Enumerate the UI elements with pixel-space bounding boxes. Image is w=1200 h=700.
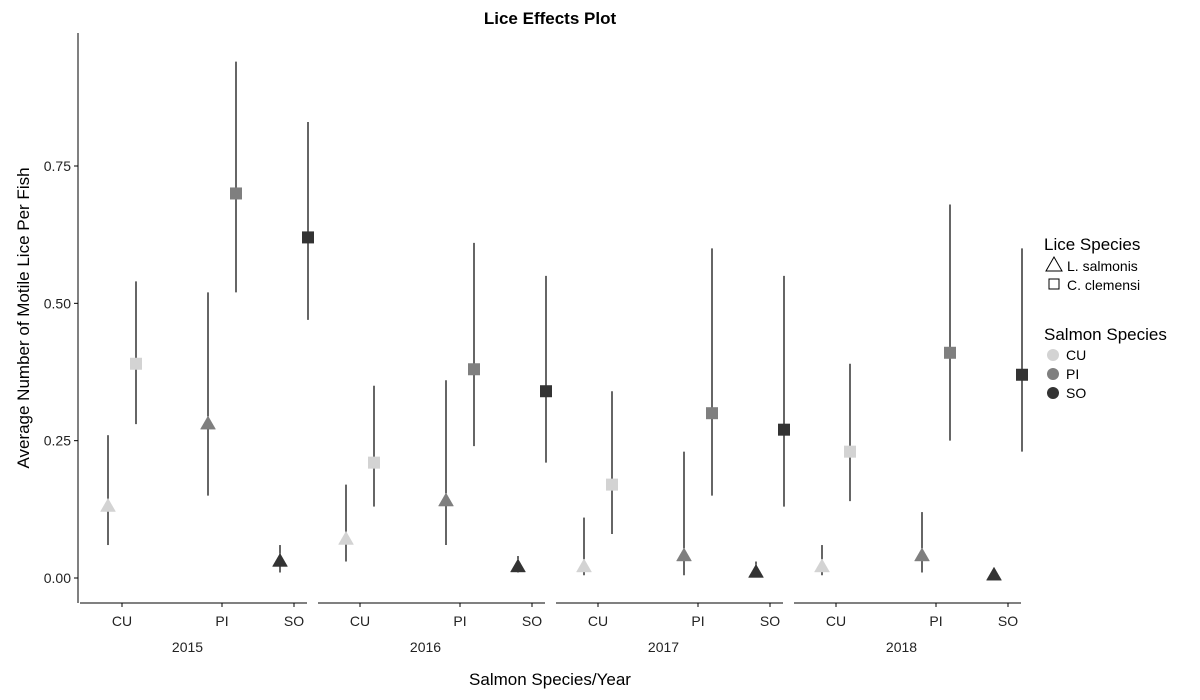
legend-salmon-label: PI	[1066, 366, 1079, 382]
x-tick-label-so: SO	[998, 613, 1018, 629]
legend-square-icon	[1048, 278, 1060, 290]
legend-circle-icon-pi	[1047, 368, 1059, 380]
square-point-pi-2015	[230, 187, 242, 200]
year-label-2016: 2016	[410, 639, 441, 655]
triangle-point-pi-2018	[914, 547, 930, 562]
x-tick-label-cu: CU	[112, 613, 132, 629]
square-point-so-2015	[302, 231, 314, 244]
triangle-point-so-2018	[986, 566, 1002, 581]
x-tick-label-cu: CU	[588, 613, 608, 629]
plot-area: 0.00 0.25 0.50 0.75 CU PI SO 2015 CU PI SO 2016 CU PI…	[44, 33, 1028, 655]
triangle-point-cu-2017	[576, 558, 592, 573]
y-tick-label: 0.50	[44, 295, 71, 311]
legend-salmon-label: SO	[1066, 385, 1086, 401]
chart-title: Lice Effects Plot	[484, 9, 617, 28]
x-axis-label: Salmon Species/Year	[469, 670, 631, 689]
square-point-so-2017	[778, 423, 790, 436]
legend-triangle-icon	[1045, 255, 1063, 272]
square-point-cu-2017	[606, 478, 618, 491]
triangle-point-so-2015	[272, 552, 288, 567]
x-tick-label-cu: CU	[826, 613, 846, 629]
y-tick-label: 0.25	[44, 433, 71, 449]
year-label-2018: 2018	[886, 639, 917, 655]
year-label-2015: 2015	[172, 639, 203, 655]
x-tick-label-pi: PI	[453, 613, 466, 629]
triangle-point-so-2016	[510, 558, 526, 573]
y-tick-label: 0.75	[44, 158, 71, 174]
x-tick-label-pi: PI	[929, 613, 942, 629]
y-tick-label: 0.00	[44, 570, 71, 586]
square-point-so-2018	[1016, 368, 1028, 381]
x-tick-label-so: SO	[760, 613, 780, 629]
square-point-cu-2016	[368, 456, 380, 469]
x-tick-label-pi: PI	[215, 613, 228, 629]
y-axis-label: Average Number of Motile Lice Per Fish	[14, 167, 33, 468]
legend-lice-label: L. salmonis	[1067, 258, 1138, 274]
square-point-pi-2018	[944, 346, 956, 359]
legend-lice-label: C. clemensi	[1067, 277, 1140, 293]
triangle-point-cu-2016	[338, 530, 354, 545]
square-point-cu-2015	[130, 357, 142, 370]
legend-title-lice: Lice Species	[1044, 235, 1140, 254]
year-label-2017: 2017	[648, 639, 679, 655]
x-tick-label-so: SO	[522, 613, 542, 629]
legend-title-salmon: Salmon Species	[1044, 325, 1167, 344]
square-point-pi-2017	[706, 407, 718, 420]
triangle-point-pi-2017	[676, 547, 692, 562]
triangle-point-pi-2015	[200, 415, 216, 430]
square-point-cu-2018	[844, 445, 856, 458]
legend-salmon-label: CU	[1066, 347, 1086, 363]
triangle-point-cu-2015	[100, 498, 116, 512]
square-point-so-2016	[540, 385, 552, 398]
triangle-point-pi-2016	[438, 492, 454, 507]
legend: Lice Species L. salmonis C. clemensi Salmon…	[1044, 235, 1167, 401]
x-tick-label-so: SO	[284, 613, 304, 629]
triangle-point-so-2017	[748, 563, 764, 578]
legend-circle-icon-cu	[1047, 349, 1059, 361]
x-tick-label-pi: PI	[691, 613, 704, 629]
legend-circle-icon-so	[1047, 387, 1059, 399]
square-point-pi-2016	[468, 363, 480, 376]
triangle-point-cu-2018	[814, 558, 830, 573]
x-tick-label-cu: CU	[350, 613, 370, 629]
